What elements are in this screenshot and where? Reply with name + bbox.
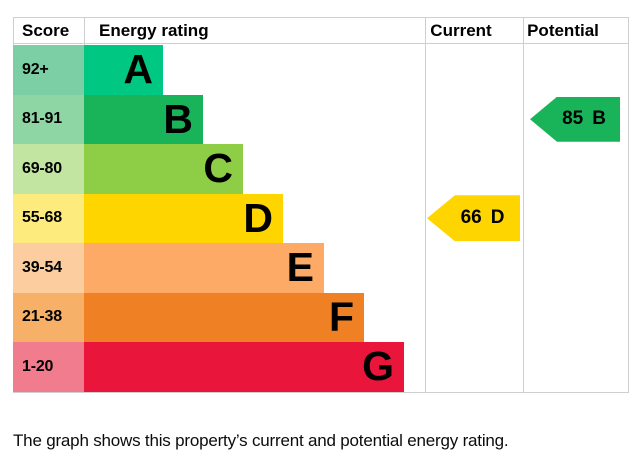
column-line-current [425,17,426,393]
band-score-range: 1-20 [13,342,84,392]
potential-rating-letter: B [592,108,606,130]
band-score-range: 69-80 [13,144,84,194]
band-row: 81-91 B [13,94,629,144]
band-letter: E [286,244,314,291]
band-letter: A [123,46,153,93]
band-bar: E [84,243,324,293]
header-current: Current [430,21,492,40]
band-bar: F [84,292,364,342]
band-bar: C [84,144,243,194]
header-divider-score [84,18,85,45]
band-bar: G [84,342,404,392]
band-row: 55-68 D [13,193,629,243]
band-score-range: 81-91 [13,94,84,144]
chart-header-row: Score Energy rating Current Potential [13,17,628,45]
header-potential: Potential [527,21,599,40]
band-letter: B [163,95,193,142]
band-row: 69-80 C [13,144,629,194]
band-letter: F [328,293,354,340]
header-score: Score [22,21,70,40]
band-bar: B [84,94,203,144]
column-line-right [628,17,629,393]
band-letter: G [362,343,394,390]
current-rating-value: 66 [460,207,482,229]
potential-rating-value: 85 [562,108,584,130]
header-energy-rating: Energy rating [99,21,209,40]
band-row: 39-54 E [13,243,629,293]
epc-rating-chart: Score Energy rating Current Potential 92… [13,17,629,393]
band-row: 92+ A [13,45,629,95]
band-score-range: 39-54 [13,243,84,293]
band-bar: A [84,45,163,95]
band-score-range: 92+ [13,45,84,95]
band-letter: C [203,145,233,192]
band-rows: 92+ A 81-91 B 69-80 C 55-68 D 39-54 E 21… [13,45,629,392]
header-divider-left [13,18,14,45]
column-line-potential [523,17,524,393]
band-row: 21-38 F [13,292,629,342]
band-bar: D [84,193,283,243]
band-score-range: 55-68 [13,193,84,243]
current-rating-letter: D [490,207,505,229]
band-score-range: 21-38 [13,292,84,342]
chart-caption: The graph shows this property’s current … [13,431,509,450]
band-row: 1-20 G [13,342,629,392]
band-letter: D [243,194,273,241]
chart-bottom-border [13,392,629,393]
